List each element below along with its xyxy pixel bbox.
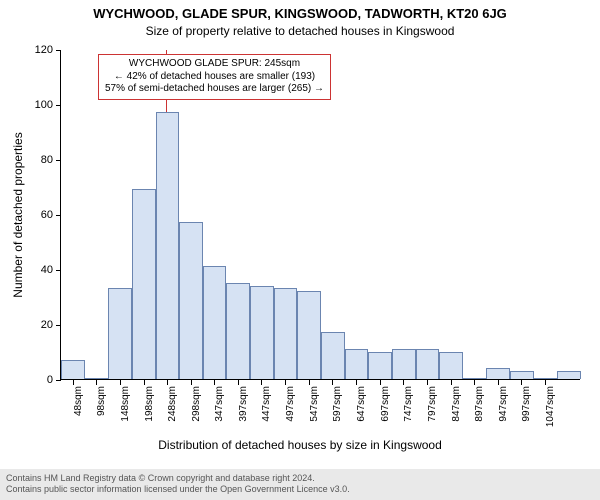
chart-container: WYCHWOOD, GLADE SPUR, KINGSWOOD, TADWORT… — [0, 0, 600, 500]
x-tick-label: 797sqm — [427, 386, 438, 422]
x-tick-label: 98sqm — [96, 386, 107, 416]
footer-line: Contains public sector information licen… — [6, 484, 594, 496]
x-tick-label: 747sqm — [403, 386, 414, 422]
y-tick-label: 60 — [41, 209, 61, 221]
y-tick-label: 80 — [41, 154, 61, 166]
bar — [156, 112, 180, 379]
bar — [557, 371, 581, 379]
bar — [345, 349, 369, 379]
x-tick-label: 647sqm — [356, 386, 367, 422]
annotation-box: WYCHWOOD GLADE SPUR: 245sqm← 42% of deta… — [98, 54, 331, 100]
attribution-footer: Contains HM Land Registry data © Crown c… — [0, 469, 600, 500]
x-axis-label: Distribution of detached houses by size … — [0, 438, 600, 452]
bar — [392, 349, 416, 379]
x-tick-label: 947sqm — [498, 386, 509, 422]
bar — [416, 349, 440, 379]
x-tick-label: 547sqm — [309, 386, 320, 422]
x-tick-label: 1047sqm — [545, 386, 556, 427]
bar — [85, 378, 109, 379]
bar — [61, 360, 85, 379]
bar — [297, 291, 321, 379]
chart-title: WYCHWOOD, GLADE SPUR, KINGSWOOD, TADWORT… — [0, 6, 600, 21]
y-tick-label: 120 — [35, 44, 61, 56]
x-tick-label: 847sqm — [451, 386, 462, 422]
bar — [250, 286, 274, 380]
plot-area: 02040608010012048sqm98sqm148sqm198sqm248… — [60, 50, 580, 380]
x-tick-label: 347sqm — [214, 386, 225, 422]
x-tick-label: 298sqm — [191, 386, 202, 422]
x-tick-label: 397sqm — [238, 386, 249, 422]
x-tick-label: 48sqm — [73, 386, 84, 416]
x-tick-label: 447sqm — [261, 386, 272, 422]
annotation-line: 57% of semi-detached houses are larger (… — [105, 83, 324, 96]
bar — [203, 266, 227, 379]
x-tick-label: 248sqm — [167, 386, 178, 422]
annotation-line: WYCHWOOD GLADE SPUR: 245sqm — [105, 58, 324, 71]
x-tick-label: 597sqm — [332, 386, 343, 422]
bar — [108, 288, 132, 379]
bar — [179, 222, 203, 379]
x-tick-label: 697sqm — [380, 386, 391, 422]
bar — [274, 288, 298, 379]
y-axis-label: Number of detached properties — [11, 132, 25, 297]
y-tick-label: 0 — [47, 374, 61, 386]
bar — [321, 332, 345, 379]
annotation-line: ← 42% of detached houses are smaller (19… — [105, 71, 324, 84]
bar — [510, 371, 534, 379]
bar — [132, 189, 156, 379]
x-tick-label: 148sqm — [120, 386, 131, 422]
bar — [463, 378, 487, 379]
y-tick-label: 100 — [35, 99, 61, 111]
x-tick-label: 997sqm — [521, 386, 532, 422]
y-tick-label: 40 — [41, 264, 61, 276]
y-tick-label: 20 — [41, 319, 61, 331]
bar — [486, 368, 510, 379]
footer-line: Contains HM Land Registry data © Crown c… — [6, 473, 594, 485]
bar — [226, 283, 250, 379]
chart-subtitle: Size of property relative to detached ho… — [0, 24, 600, 38]
bar — [368, 352, 392, 380]
x-tick-label: 497sqm — [285, 386, 296, 422]
x-tick-label: 198sqm — [144, 386, 155, 422]
bar — [439, 352, 463, 380]
bar — [534, 378, 558, 379]
x-tick-label: 897sqm — [474, 386, 485, 422]
